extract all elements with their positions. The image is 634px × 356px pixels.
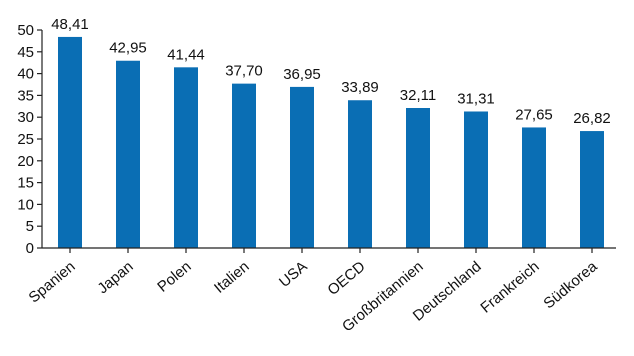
y-tick-label: 15 bbox=[17, 175, 34, 192]
y-tick-label: 40 bbox=[17, 66, 34, 83]
data-label: 37,70 bbox=[225, 63, 263, 80]
x-category-label: USA bbox=[276, 258, 311, 291]
category-labels-group: Spanien Japan Polen Italien USA OECDGroßbrita… bbox=[25, 258, 601, 336]
x-category-label: OECD bbox=[324, 258, 368, 299]
bar bbox=[580, 131, 604, 248]
data-label: 41,44 bbox=[167, 46, 205, 63]
bar bbox=[116, 61, 140, 248]
bar bbox=[58, 37, 82, 248]
data-label: 32,11 bbox=[400, 87, 436, 104]
x-category-label: Frankreich bbox=[477, 258, 542, 317]
data-label: 26,82 bbox=[573, 110, 611, 127]
x-category-label: Polen bbox=[154, 258, 194, 296]
y-tick-label: 30 bbox=[17, 109, 34, 126]
data-label: 42,95 bbox=[109, 40, 147, 57]
x-category-label: Südkorea bbox=[540, 258, 601, 313]
y-tick-label: 20 bbox=[17, 153, 34, 170]
y-tick-label: 10 bbox=[17, 196, 34, 213]
y-tick-label: 0 bbox=[26, 240, 34, 257]
bar bbox=[464, 111, 488, 248]
data-label: 48,41 bbox=[51, 16, 89, 33]
data-label: 31,31 bbox=[457, 90, 495, 107]
y-tick-label: 5 bbox=[26, 218, 34, 235]
bar bbox=[406, 108, 430, 248]
bar bbox=[174, 67, 198, 248]
data-label: 33,89 bbox=[341, 79, 379, 96]
x-category-label: Italien bbox=[211, 258, 253, 297]
y-tick-label: 50 bbox=[17, 22, 34, 39]
y-tick-label: 25 bbox=[17, 131, 34, 148]
bar bbox=[522, 127, 546, 248]
x-axis bbox=[42, 248, 616, 253]
bar bbox=[290, 87, 314, 248]
data-label: 36,95 bbox=[283, 66, 321, 83]
data-label: 27,65 bbox=[515, 106, 553, 123]
bar bbox=[348, 100, 372, 248]
y-axis: 0 5 10 15 20 25 30 35 40 45 50 bbox=[17, 22, 42, 257]
bar bbox=[232, 84, 256, 248]
x-category-label: Spanien bbox=[25, 258, 78, 306]
bars-group bbox=[58, 37, 604, 248]
y-tick-label: 45 bbox=[17, 44, 34, 61]
y-tick-label: 35 bbox=[17, 87, 34, 104]
x-category-label: Japan bbox=[94, 258, 136, 297]
